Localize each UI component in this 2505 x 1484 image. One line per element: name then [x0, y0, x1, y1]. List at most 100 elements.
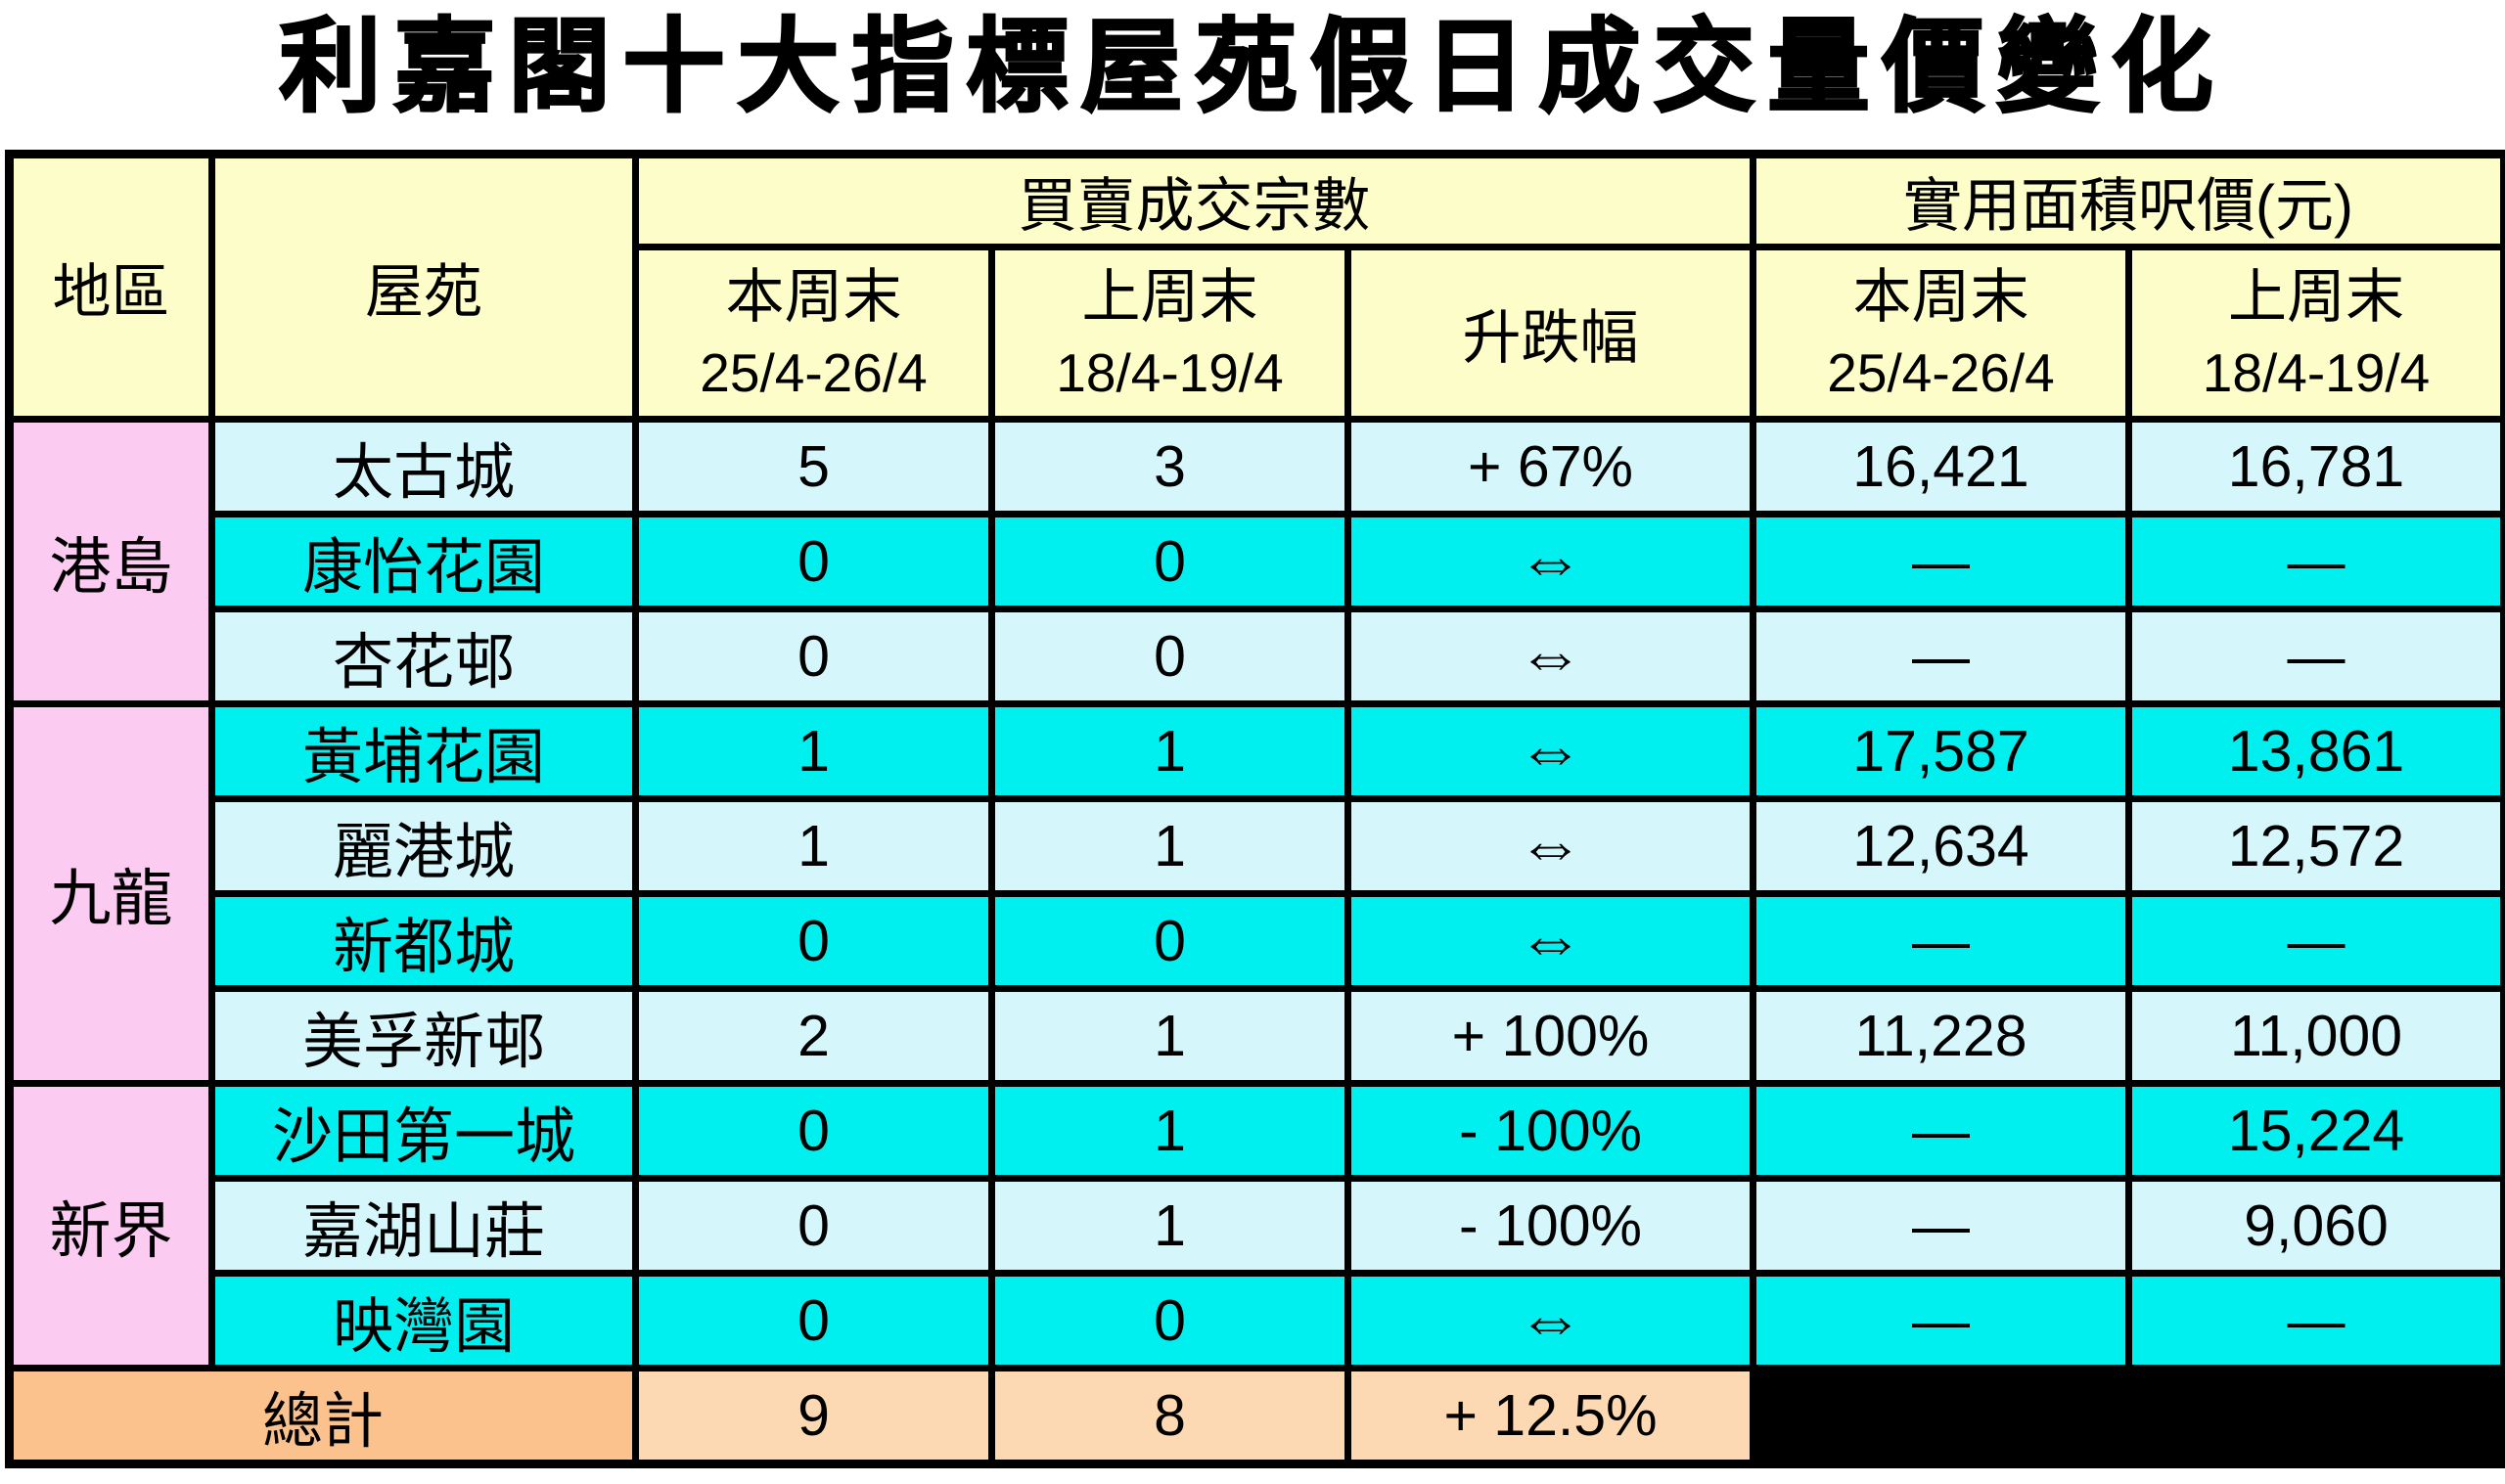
- header-price-this-weekend: 本周末 25/4-26/4: [1750, 244, 2133, 424]
- change-cell: ⇔: [1344, 1270, 1757, 1372]
- tx-last-weekend-cell: 0: [988, 511, 1351, 613]
- footnotes: 備註：上列資料乃從本公司分行網絡收集所得的臨時數字，僅供參考，日後可能作出修訂。…: [10, 1480, 2505, 1484]
- estate-row: 九龍 黃埔花園 1 1 ⇔ 17,587 13,861: [6, 700, 2505, 1088]
- tx-this-weekend-cell: 0: [632, 606, 995, 708]
- price-this-weekend-cell: 11,228: [1750, 985, 2133, 1088]
- estate-name-cell: 美孚新邨: [208, 985, 639, 1088]
- tx-last-weekend-cell: 1: [988, 1175, 1351, 1278]
- table-footer: 總計 9 8 + 12.5%: [6, 1365, 2505, 1468]
- estate-row: 港島 太古城 5 3 + 67% 16,421 16,781: [6, 416, 2505, 708]
- header-district: 地區: [6, 151, 215, 424]
- tx-this-weekend-cell: 0: [632, 890, 995, 993]
- price-last-weekend-cell: —: [2125, 890, 2505, 993]
- this-weekend-label: 本周末: [725, 264, 902, 331]
- header-estate: 屋苑: [208, 151, 639, 424]
- estate-row: 美孚新邨 2 1 + 100% 11,228 11,000: [10, 985, 2505, 1088]
- change-cell: ⇔: [1344, 795, 1757, 898]
- estate-name-cell: 映灣園: [208, 1270, 639, 1372]
- header-group-row: 地區 屋苑 買賣成交宗數 實用面積呎價(元): [6, 151, 2505, 424]
- estate-row: 麗港城 1 1 ⇔ 12,634 12,572: [10, 795, 2505, 898]
- estate-name-cell: 麗港城: [208, 795, 639, 898]
- total-change-cell: + 12.5%: [1344, 1365, 1757, 1468]
- estate-name-cell: 新都城: [208, 890, 639, 993]
- table-header: 地區 屋苑 買賣成交宗數 實用面積呎價(元) 本周末 25/4-26/4 上周末…: [6, 151, 2505, 424]
- header-transactions-group: 買賣成交宗數: [631, 151, 1757, 251]
- estate-name-cell: 嘉湖山莊: [208, 1175, 639, 1278]
- price-this-weekend-cell: —: [1750, 511, 2133, 613]
- tx-this-weekend-cell: 0: [632, 1270, 995, 1372]
- total-tx-last-weekend-cell: 8: [988, 1365, 1351, 1468]
- page-title: 利嘉閣十大指標屋苑假日成交量價變化: [278, 10, 2226, 126]
- estate-row: 映灣園 0 0 ⇔ — —: [10, 1270, 2505, 1372]
- district-cell: 新界: [6, 1080, 215, 1372]
- price-last-weekend-cell: 11,000: [2125, 985, 2505, 1088]
- last-weekend-dates: 18/4-19/4: [1056, 342, 1284, 404]
- price-this-weekend-cell: 16,421: [1750, 416, 2133, 518]
- price-last-weekend-cell: 16,781: [2125, 416, 2505, 518]
- header-price-last-weekend: 上周末 18/4-19/4: [2125, 244, 2505, 424]
- tx-last-weekend-cell: 3: [988, 416, 1351, 518]
- price-this-weekend-cell: —: [1750, 1270, 2133, 1372]
- change-cell: - 100%: [1344, 1080, 1757, 1183]
- estate-name-cell: 康怡花園: [208, 511, 639, 613]
- change-cell: - 100%: [1344, 1175, 1757, 1278]
- tx-last-weekend-cell: 0: [988, 890, 1351, 993]
- blank-black-cell: [1750, 1365, 2505, 1468]
- price-last-weekend-cell: 9,060: [2125, 1175, 2505, 1278]
- estate-row: 新都城 0 0 ⇔ — —: [10, 890, 2505, 993]
- price-this-weekend-cell: —: [1750, 1175, 2133, 1278]
- price-this-weekend-cell: —: [1750, 606, 2133, 708]
- this-weekend-label: 本周末: [1852, 264, 2029, 331]
- price-last-weekend-cell: —: [2125, 1270, 2505, 1372]
- change-cell: ⇔: [1344, 606, 1757, 708]
- tx-this-weekend-cell: 0: [632, 1175, 995, 1278]
- header-tx-this-weekend: 本周末 25/4-26/4: [632, 244, 995, 424]
- total-tx-this-weekend-cell: 9: [632, 1365, 995, 1468]
- table-body: 港島 太古城 5 3 + 67% 16,421 16,781 康怡花園 0 0 ⇔ — — 杏花邨 0 0 ⇔ —…: [6, 416, 2505, 1372]
- change-cell: ⇔: [1344, 700, 1757, 803]
- price-last-weekend-cell: 15,224: [2125, 1080, 2505, 1183]
- tx-this-weekend-cell: 0: [632, 511, 995, 613]
- footnote-remark: 備註：上列資料乃從本公司分行網絡收集所得的臨時數字，僅供參考，日後可能作出修訂。: [10, 1480, 2505, 1484]
- price-last-weekend-cell: 13,861: [2125, 700, 2505, 803]
- estate-name-cell: 沙田第一城: [208, 1080, 639, 1183]
- tx-last-weekend-cell: 1: [988, 795, 1351, 898]
- estate-row: 新界 沙田第一城 0 1- 100% —15,224: [6, 1080, 2505, 1372]
- header-tx-last-weekend: 上周末 18/4-19/4: [988, 244, 1351, 424]
- estate-name-cell: 黃埔花園: [208, 700, 639, 803]
- header-price-group: 實用面積呎價(元): [1750, 151, 2505, 251]
- change-cell: + 67%: [1344, 416, 1757, 518]
- tx-last-weekend-cell: 1: [988, 985, 1351, 1088]
- price-this-weekend-cell: 17,587: [1750, 700, 2133, 803]
- header-sub-row: 本周末 25/4-26/4 上周末 18/4-19/4 升跌幅 本周末 25/4…: [10, 244, 2505, 424]
- estate-row: 杏花邨 0 0 ⇔ — —: [10, 606, 2505, 708]
- total-label-cell: 總計: [6, 1365, 639, 1468]
- district-cell: 港島: [6, 416, 215, 708]
- total-row: 總計 9 8 + 12.5%: [6, 1365, 2505, 1468]
- tx-last-weekend-cell: 0: [988, 1270, 1351, 1372]
- this-weekend-dates: 25/4-26/4: [700, 342, 928, 404]
- last-weekend-label: 上周末: [2228, 264, 2405, 331]
- estate-name-cell: 太古城: [208, 416, 639, 518]
- last-weekend-label: 上周末: [1081, 264, 1258, 331]
- price-last-weekend-cell: —: [2125, 606, 2505, 708]
- tx-last-weekend-cell: 0: [988, 606, 1351, 708]
- last-weekend-dates: 18/4-19/4: [2202, 342, 2431, 404]
- change-cell: + 100%: [1344, 985, 1757, 1088]
- price-this-weekend-cell: —: [1750, 890, 2133, 993]
- estate-row: 嘉湖山莊 0 1- 100% —9,060: [10, 1175, 2505, 1278]
- estates-table: 地區 屋苑 買賣成交宗數 實用面積呎價(元) 本周末 25/4-26/4 上周末…: [5, 150, 2505, 1469]
- district-cell: 九龍: [6, 700, 215, 1088]
- change-cell: ⇔: [1344, 511, 1757, 613]
- price-last-weekend-cell: —: [2125, 511, 2505, 613]
- tx-last-weekend-cell: 1: [988, 1080, 1351, 1183]
- price-this-weekend-cell: 12,634: [1750, 795, 2133, 898]
- price-last-weekend-cell: 12,572: [2125, 795, 2505, 898]
- change-cell: ⇔: [1344, 890, 1757, 993]
- estate-name-cell: 杏花邨: [208, 606, 639, 708]
- price-this-weekend-cell: —: [1750, 1080, 2133, 1183]
- estate-row: 康怡花園 0 0 ⇔ — —: [10, 511, 2505, 613]
- header-change: 升跌幅: [1344, 244, 1757, 424]
- tx-this-weekend-cell: 1: [632, 795, 995, 898]
